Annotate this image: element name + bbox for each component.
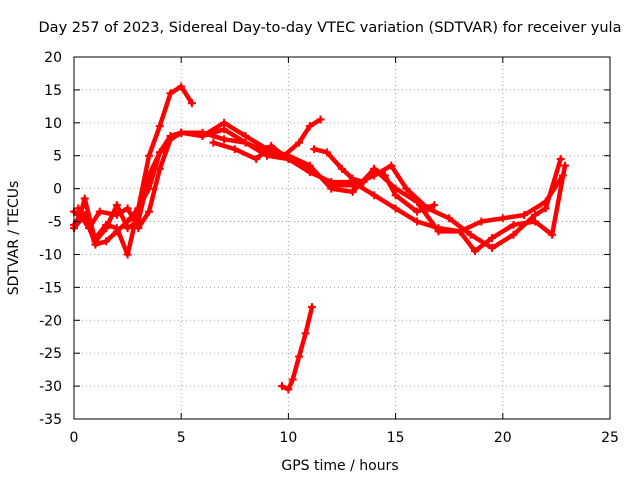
y-tick-label: 20: [44, 50, 62, 66]
plot-frame: [74, 57, 610, 419]
x-tick-label: 20: [494, 430, 512, 446]
y-tick-label: 5: [53, 149, 62, 165]
data-point: [561, 162, 569, 170]
y-tick-label: -25: [39, 346, 62, 362]
x-tick-label: 0: [70, 430, 79, 446]
y-tick-label: 10: [44, 116, 62, 132]
series-line: [74, 123, 565, 251]
x-tick-label: 5: [177, 430, 186, 446]
grid-lines: [74, 57, 610, 419]
series-arc7: [278, 303, 316, 393]
y-tick-label: -15: [39, 280, 62, 296]
data-series: [70, 83, 569, 394]
data-point: [499, 214, 507, 222]
sdtvar-chart: Day 257 of 2023, Sidereal Day-to-day VTE…: [0, 0, 640, 480]
y-tick-label: -35: [39, 412, 62, 428]
x-tick-label: 25: [601, 430, 619, 446]
x-axis-label: GPS time / hours: [281, 458, 398, 474]
chart-title: Day 257 of 2023, Sidereal Day-to-day VTE…: [39, 20, 622, 36]
y-tick-label: 0: [53, 182, 62, 198]
series-arc2: [70, 129, 567, 246]
y-tick-label: -5: [48, 215, 62, 231]
y-tick-label: -20: [39, 313, 62, 329]
series-line: [282, 307, 312, 389]
x-tick-label: 15: [387, 430, 405, 446]
y-tick-label: 15: [44, 83, 62, 99]
x-tick-label: 10: [279, 430, 297, 446]
y-axis-label: SDTVAR / TECUs: [6, 181, 22, 296]
y-tick-label: -30: [39, 379, 62, 395]
y-tick-label: -10: [39, 247, 62, 263]
